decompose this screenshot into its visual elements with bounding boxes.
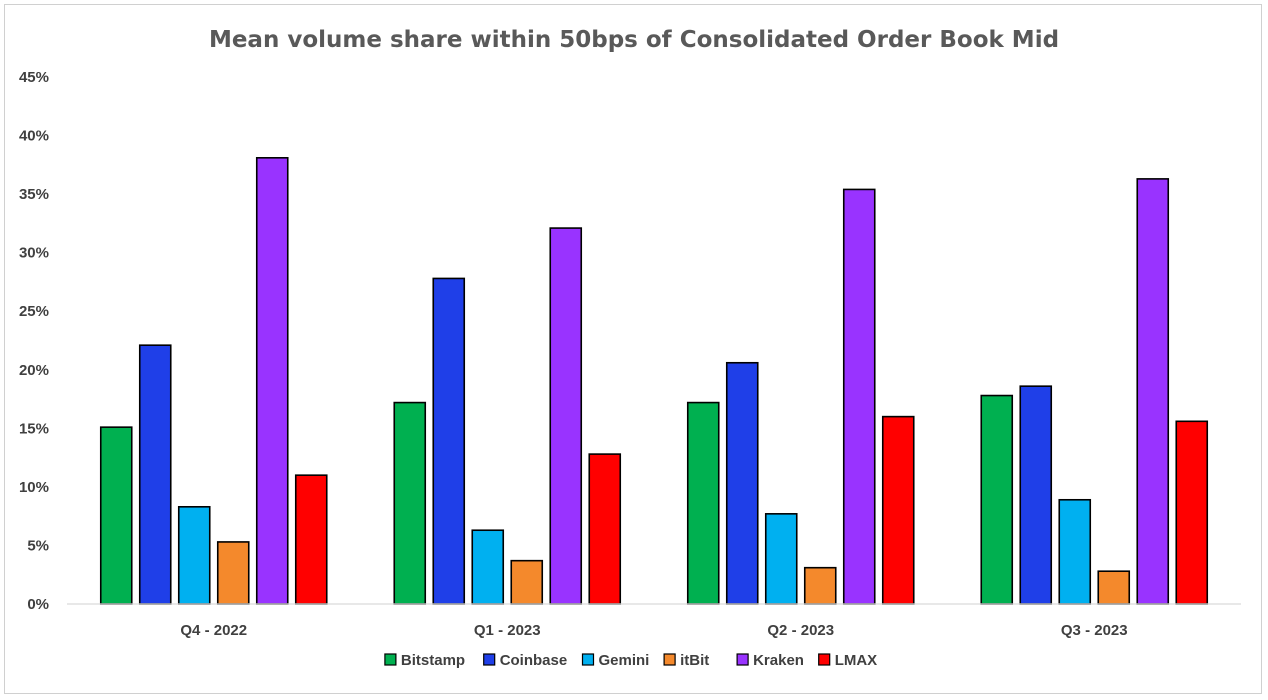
- legend-item-itbit: itBit: [663, 652, 709, 669]
- bar-kraken-1: [549, 227, 583, 605]
- legend-label: LMAX: [835, 652, 878, 669]
- bar-coinbase-2: [725, 361, 759, 605]
- chart-svg: Mean volume share within 50bps of Consol…: [19, 27, 1241, 669]
- legend-swatch: [818, 653, 831, 666]
- bar-coinbase-0: [138, 344, 172, 605]
- bar-kraken-3: [1136, 178, 1170, 605]
- legend-item-lmax: LMAX: [818, 652, 878, 669]
- bar-bitstamp-2: [686, 401, 720, 605]
- x-category-label: Q2 - 2023: [767, 622, 834, 639]
- bar-kraken-2: [842, 188, 876, 605]
- legend-swatch: [384, 653, 397, 666]
- bar-itbit-3: [1097, 570, 1131, 605]
- legend-label: Bitstamp: [401, 652, 465, 669]
- bar-coinbase-3: [1019, 385, 1053, 605]
- y-tick-label: 0%: [27, 596, 49, 613]
- y-tick-label: 35%: [19, 186, 49, 203]
- y-tick-label: 10%: [19, 479, 49, 496]
- legend-swatch: [736, 653, 749, 666]
- legend-item-coinbase: Coinbase: [483, 652, 568, 669]
- x-category-label: Q3 - 2023: [1061, 622, 1128, 639]
- bar-gemini-1: [471, 529, 505, 605]
- bar-bitstamp-3: [980, 394, 1014, 605]
- legend-label: Kraken: [753, 652, 804, 669]
- bar-coinbase-1: [432, 277, 466, 605]
- legend-label: itBit: [680, 652, 709, 669]
- legend-swatch: [483, 653, 496, 666]
- bar-lmax-2: [881, 415, 915, 605]
- y-tick-label: 40%: [19, 128, 49, 145]
- chart-frame: Mean volume share within 50bps of Consol…: [4, 4, 1262, 694]
- bar-gemini-3: [1058, 498, 1092, 605]
- bar-lmax-1: [588, 453, 622, 605]
- bar-bitstamp-0: [99, 426, 133, 605]
- legend-swatch: [663, 653, 676, 666]
- bar-lmax-3: [1175, 420, 1209, 605]
- y-tick-label: 15%: [19, 420, 49, 437]
- bar-lmax-0: [294, 474, 328, 605]
- y-tick-label: 30%: [19, 245, 49, 262]
- bar-itbit-1: [510, 559, 544, 605]
- legend-label: Coinbase: [500, 652, 568, 669]
- legend-label: Gemini: [599, 652, 650, 669]
- x-category-label: Q1 - 2023: [474, 622, 541, 639]
- y-axis-ticks: 0% 5% 10% 15% 20% 25% 30% 35% 40% 45%: [19, 69, 49, 613]
- legend-item-gemini: Gemini: [581, 652, 650, 669]
- category-labels: Q4 - 2022 Q1 - 2023 Q2 - 2023 Q3 - 2023: [180, 622, 1127, 639]
- bar-itbit-2: [803, 566, 837, 605]
- y-tick-label: 5%: [27, 537, 49, 554]
- bars: [99, 157, 1209, 605]
- chart-title: Mean volume share within 50bps of Consol…: [209, 27, 1059, 53]
- x-category-label: Q4 - 2022: [180, 622, 247, 639]
- y-tick-label: 20%: [19, 362, 49, 379]
- bar-gemini-0: [177, 505, 211, 605]
- y-tick-label: 45%: [19, 69, 49, 86]
- legend-item-bitstamp: Bitstamp: [384, 652, 465, 669]
- legend-item-kraken: Kraken: [736, 652, 804, 669]
- bar-bitstamp-1: [393, 401, 427, 605]
- bar-kraken-0: [255, 157, 289, 605]
- bar-itbit-0: [216, 541, 250, 605]
- legend-swatch: [581, 653, 595, 666]
- legend: Bitstamp Coinbase Gemini itBit Kraken LMAX: [384, 652, 878, 669]
- y-tick-label: 25%: [19, 303, 49, 320]
- bar-gemini-2: [764, 513, 798, 605]
